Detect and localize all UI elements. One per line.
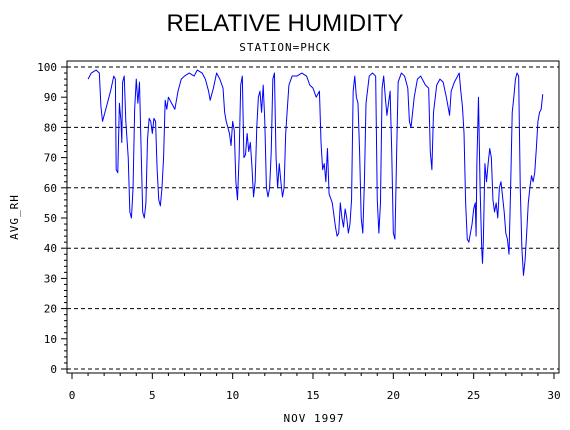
series-line [87,69,544,276]
y-axis-label: AVG_RH [8,194,21,240]
y-tick-label: 80 [44,121,57,134]
y-tick-label: 70 [44,152,57,165]
y-tick-label: 10 [44,333,57,346]
x-tick-label: 20 [387,389,400,402]
x-axis: 0 5 10 15 20 25 30 [69,373,561,402]
x-tick-label: 25 [467,389,480,402]
gridlines [67,66,559,370]
y-tick-label: 90 [44,91,57,104]
y-tick-label: 0 [50,363,57,376]
y-tick-label: 20 [44,303,57,316]
chart-subtitle: STATION=PHCK [239,41,330,54]
y-tick-label: 40 [44,242,57,255]
x-tick-label: 15 [306,389,319,402]
y-tick-label: 30 [44,272,57,285]
x-axis-label: NOV 1997 [284,412,345,425]
series-layer [87,69,544,276]
y-axis: 0 10 20 30 40 50 60 70 80 90 100 [37,61,67,376]
x-tick-label: 10 [226,389,239,402]
x-tick-label: 5 [149,389,156,402]
plot-frame [66,60,560,374]
x-tick-label: 0 [69,389,76,402]
y-tick-label: 50 [44,212,57,225]
chart-title: RELATIVE HUMIDITY [167,10,404,37]
x-tick-label: 30 [547,389,560,402]
y-tick-label: 60 [44,182,57,195]
y-tick-label: 100 [37,61,57,74]
